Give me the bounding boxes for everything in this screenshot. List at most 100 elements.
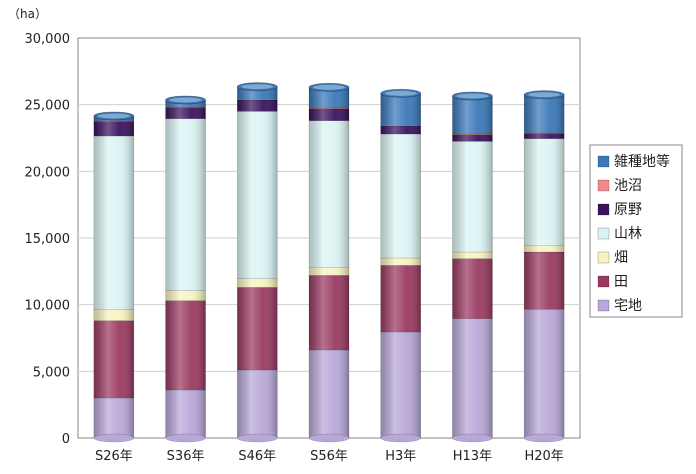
bar-segment-shade [237,370,278,438]
bar-stack [452,91,493,443]
bar-base-cap [452,433,493,443]
bar-segment-shade [524,245,565,252]
legend-label: 宅地 [614,298,642,314]
unit-label: （ha） [8,7,47,21]
bar-segment-shade [309,108,349,121]
legend-label: 池沼 [614,178,642,194]
legend-swatch [597,179,610,192]
bar-segment-shade [452,141,493,252]
bar-top-highlight [384,90,417,96]
bar-stack [523,90,565,443]
y-tick-label: 30,000 [25,32,71,47]
bar-stack [308,82,350,443]
bar-stack [165,95,206,443]
x-tick-label: H3年 [385,449,416,464]
legend-label: 原野 [614,202,642,218]
bar-top-highlight [241,84,274,90]
x-tick-label: S36年 [167,449,205,464]
x-axis: S26年 S36年 S46年 S56年 H3年 H13年 H20年 [95,449,564,464]
y-tick-label: 15,000 [25,232,71,247]
bar-segment-shade [309,120,349,268]
bar-base-cap [308,433,350,443]
y-tick-label: 25,000 [25,99,71,114]
bar-segment-shade [93,309,134,321]
bar-segment-shade [165,107,206,119]
legend-swatch [597,155,610,168]
legend-item: 池沼 [597,178,642,194]
legend-swatch [597,203,610,216]
legend-item: 山林 [597,226,642,242]
x-tick-label: S46年 [238,449,276,464]
x-tick-label: H20年 [524,449,563,464]
y-axis: 0 5,000 10,000 15,000 20,000 25,000 30,000 [25,32,71,447]
bar-segment-shade [452,258,493,319]
bar-stack [236,82,278,443]
bar-base-cap [380,433,421,443]
bar-segment-shade [524,94,565,133]
x-tick-label: S56年 [310,449,348,464]
bar-segment-shade [93,120,134,122]
bar-segment-shade [165,118,206,291]
bar-segment-shade [380,258,421,266]
bar-segment-shade [452,252,493,259]
bar-stack [380,88,422,443]
bar-top-cap [93,111,135,121]
bar-segment-shade [165,390,206,438]
bar-segment-shade [237,287,278,370]
bar-top-cap [236,82,278,92]
y-tick-label: 5,000 [33,365,70,380]
bar-segment-shade [524,252,565,310]
bar-segment-shade [380,126,421,134]
bar-segment-shade [309,350,349,438]
bar-segment-shade [165,290,206,301]
bar-segment-shade [380,134,421,258]
bar-segment-shade [524,309,565,438]
bar-segment-shade [93,398,134,438]
bar-segment-shade [380,93,421,126]
bar-segment-shade [452,134,493,135]
bar-segment-shade [380,125,421,126]
bar-top-cap [165,95,206,105]
bar-segment-shade [524,138,565,246]
bar-top-cap [523,90,565,100]
bar-segment-shade [524,132,565,134]
bar-base-cap [523,433,565,443]
legend-swatch [597,299,610,312]
bar-segment-shade [165,300,206,390]
legend-item: 原野 [597,202,642,218]
bar-segment-shade [380,265,421,332]
bar-stack [93,111,135,443]
bar-segment-shade [93,136,134,310]
x-tick-label: S26年 [95,449,133,464]
legend-item: 田 [597,274,628,290]
bar-base-cap [237,433,278,443]
bar-segment-shade [524,133,565,139]
y-tick-label: 10,000 [25,299,71,314]
legend-item: 畑 [597,250,628,266]
bar-segment-shade [309,275,349,350]
legend-item: 雑種地等 [597,153,670,170]
bar-top-cap [308,82,350,92]
bar-top-highlight [528,92,561,98]
legend-swatch [597,251,610,264]
bar-segment-shade [237,278,278,288]
legend-label: 山林 [614,226,642,242]
bar-top-highlight [97,113,130,119]
bar-segment-shade [237,100,278,112]
bar-segment-shade [380,332,421,438]
bar-top-cap [380,88,422,98]
legend-item: 宅地 [597,298,642,314]
legend-label: 田 [614,274,628,290]
bar-base-cap [165,433,206,443]
bar-top-highlight [313,84,345,90]
y-tick-label: 20,000 [25,165,71,180]
bar-segment-shade [452,134,493,142]
bar-segment-shade [452,318,493,438]
bar-top-cap [452,91,493,101]
bar-segment-shade [237,99,278,100]
bar-segment-shade [165,106,206,108]
bar-top-highlight [169,97,202,103]
legend-label: 雑種地等 [614,153,670,170]
